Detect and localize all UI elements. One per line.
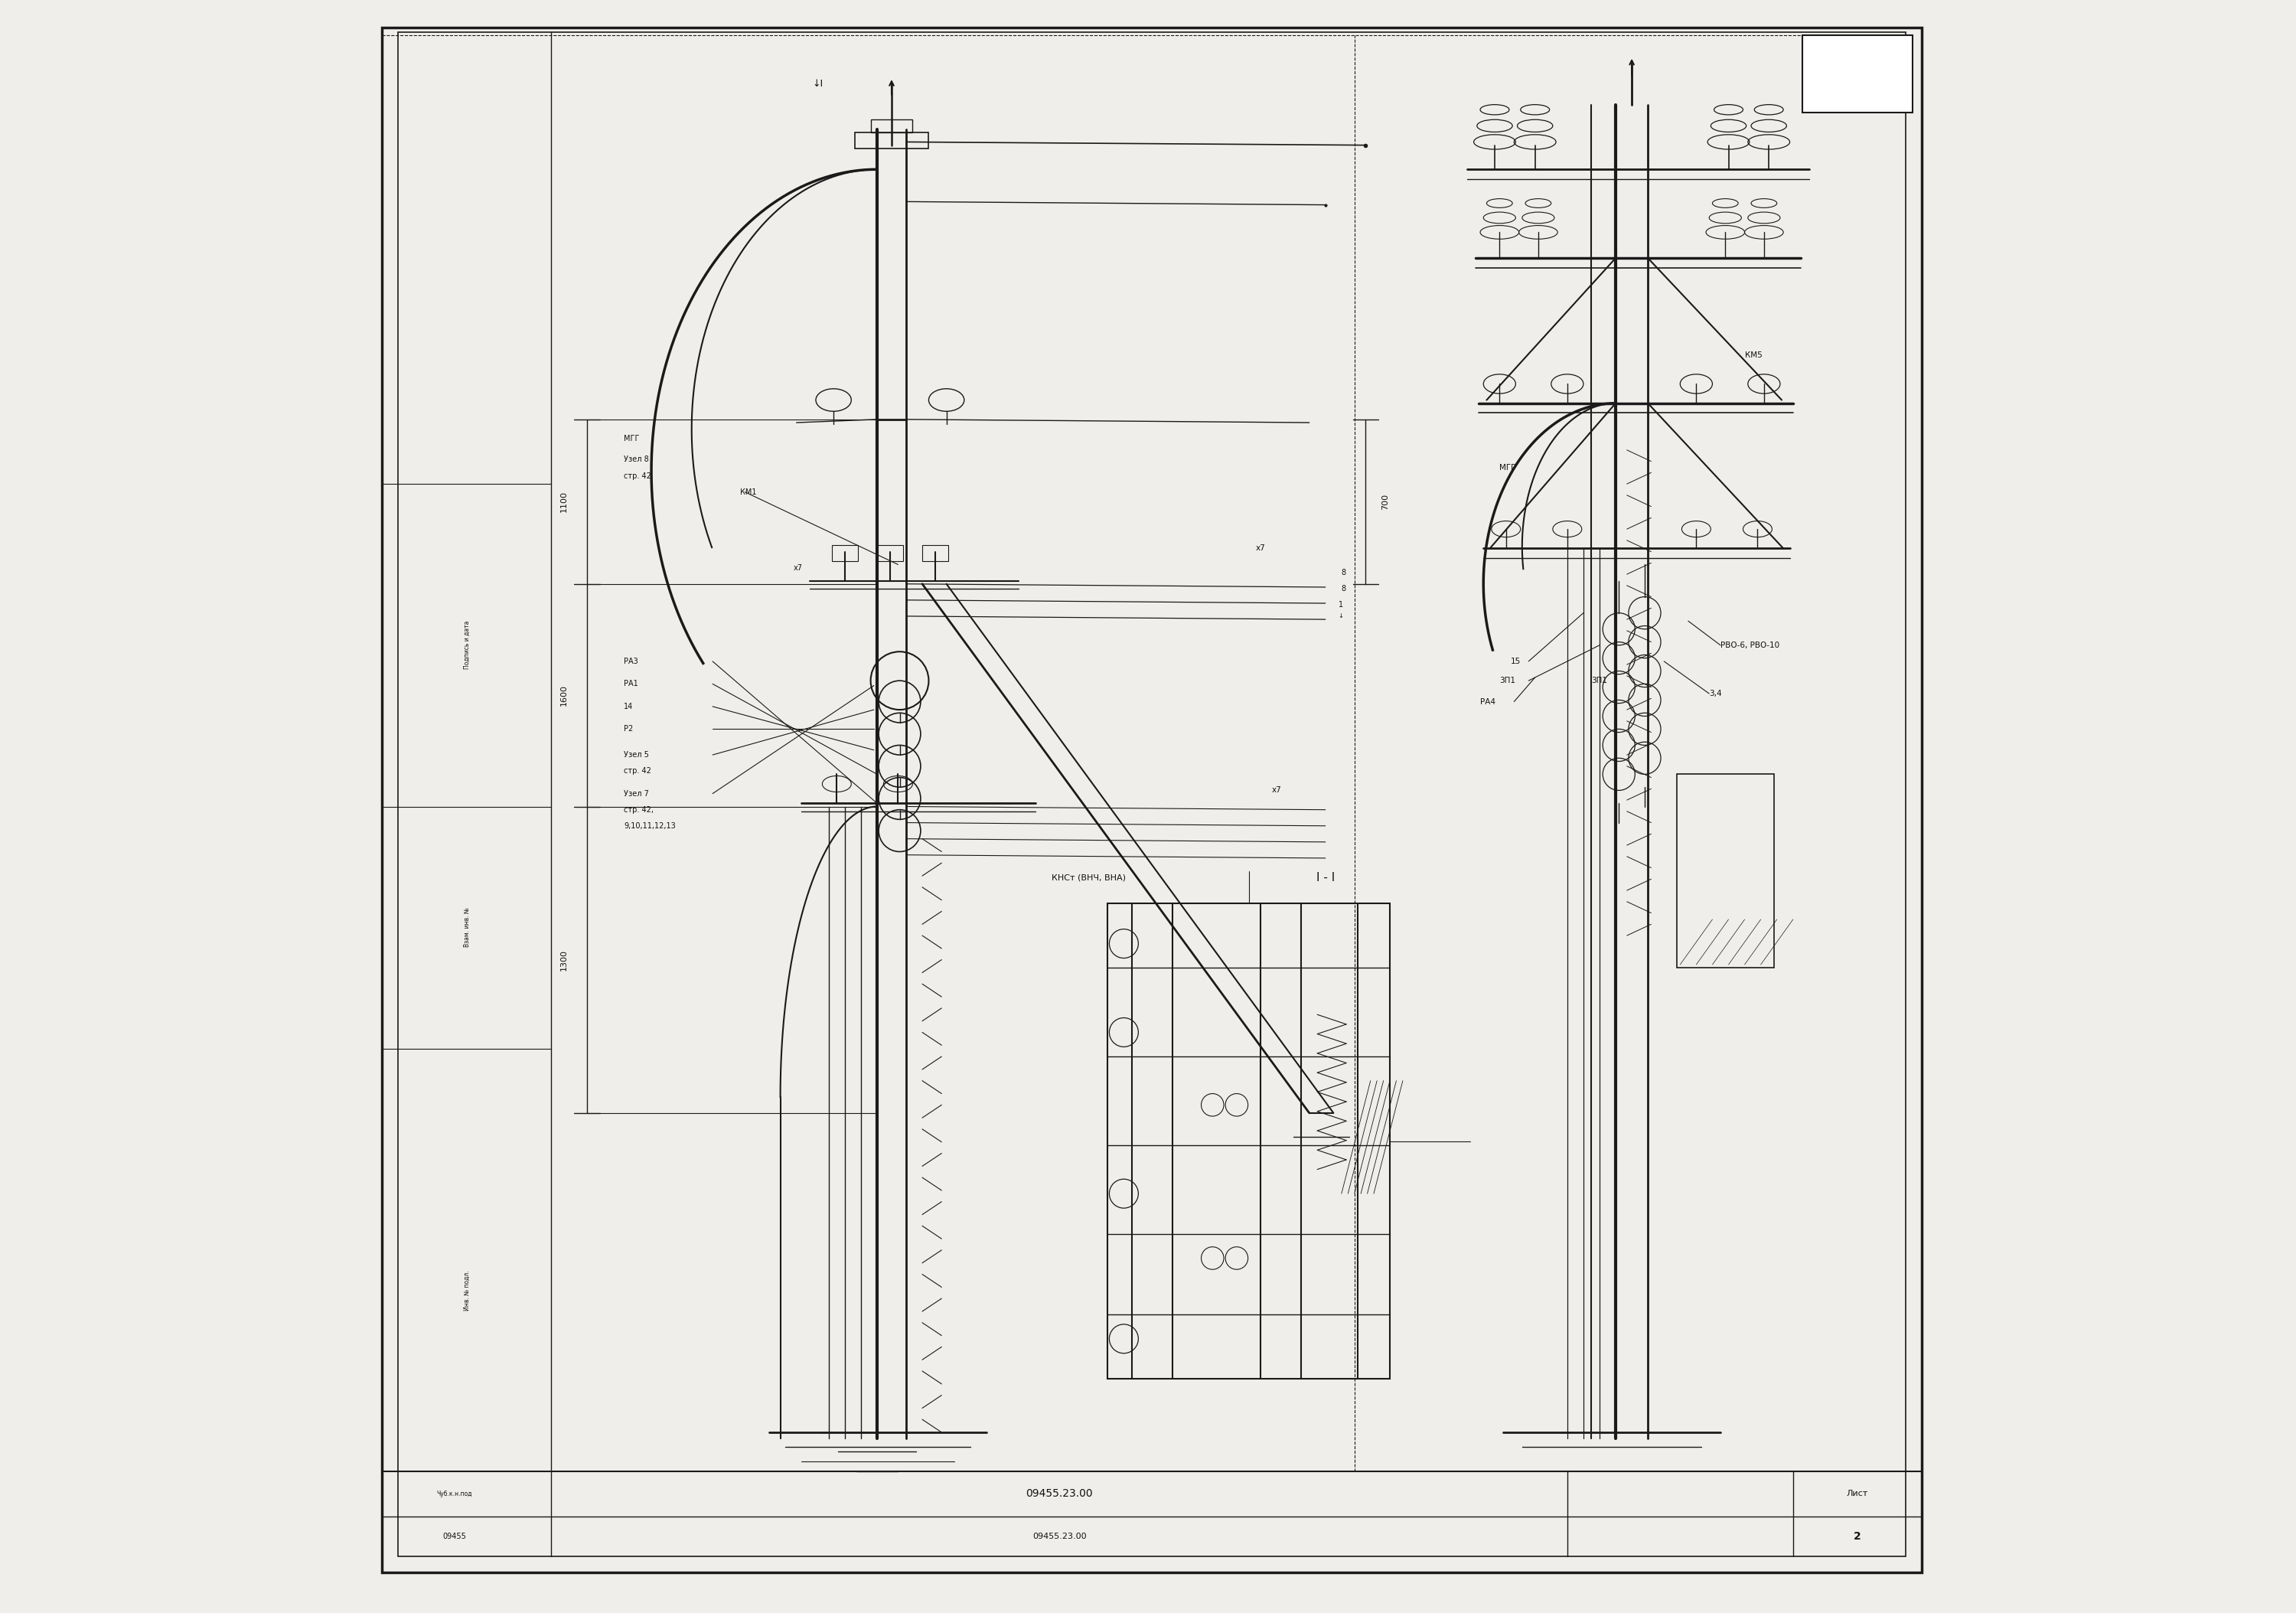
Text: стр. 42: стр. 42 — [625, 473, 652, 479]
Text: РА1: РА1 — [625, 681, 638, 687]
Text: 3,4: 3,4 — [1708, 690, 1722, 697]
Text: 700: 700 — [1382, 494, 1389, 510]
Bar — [854, 132, 928, 148]
Text: 1100: 1100 — [560, 490, 567, 513]
Text: Р2: Р2 — [625, 726, 634, 732]
Text: 9,10,11,12,13: 9,10,11,12,13 — [625, 823, 675, 829]
Text: Подпись и дата: Подпись и дата — [464, 621, 471, 669]
Text: х7: х7 — [792, 565, 801, 571]
Bar — [923, 545, 948, 561]
Text: стр. 42: стр. 42 — [625, 768, 652, 774]
Text: ↓I: ↓I — [813, 79, 822, 89]
Text: РА4: РА4 — [1481, 698, 1495, 705]
Text: Узел 5: Узел 5 — [625, 752, 650, 758]
Text: 14: 14 — [625, 703, 634, 710]
Text: 09455.23.00: 09455.23.00 — [1026, 1489, 1093, 1498]
Text: х7: х7 — [1272, 787, 1281, 794]
Text: Взам. инв. №: Взам. инв. № — [464, 908, 471, 947]
Text: 40: 40 — [1848, 66, 1869, 82]
Text: х7: х7 — [1256, 545, 1265, 552]
Text: КМ5: КМ5 — [1745, 352, 1761, 358]
Bar — [877, 545, 902, 561]
Text: РА3: РА3 — [625, 658, 638, 665]
Text: 09455: 09455 — [443, 1532, 466, 1540]
Text: 8: 8 — [1341, 586, 1345, 592]
Text: МГГ: МГГ — [625, 436, 641, 442]
Text: Узел 8: Узел 8 — [625, 456, 650, 463]
Text: Чуб.к.н.под: Чуб.к.н.под — [436, 1490, 473, 1497]
Text: ↓: ↓ — [1339, 613, 1343, 619]
Text: 3П1: 3П1 — [1591, 677, 1607, 684]
Text: МГГ: МГГ — [1499, 465, 1515, 471]
Bar — [1676, 774, 1775, 968]
Bar — [831, 545, 859, 561]
Bar — [870, 119, 912, 132]
Text: Инв. № подл.: Инв. № подл. — [464, 1271, 471, 1310]
Text: 2: 2 — [1853, 1531, 1862, 1542]
Text: стр. 42,: стр. 42, — [625, 806, 654, 813]
Text: РВО-6, РВО-10: РВО-6, РВО-10 — [1720, 642, 1779, 648]
Text: 1: 1 — [1339, 602, 1343, 608]
Text: 09455.23.00: 09455.23.00 — [1033, 1532, 1086, 1540]
Text: 8: 8 — [1341, 569, 1345, 576]
Bar — [1802, 35, 1913, 113]
Text: Лист: Лист — [1846, 1490, 1869, 1497]
Text: Узел 7: Узел 7 — [625, 790, 650, 797]
Bar — [1107, 903, 1389, 1379]
Text: 1600: 1600 — [560, 684, 567, 706]
Text: КНСт (ВНЧ, ВНА): КНСт (ВНЧ, ВНА) — [1052, 874, 1125, 881]
Text: 1300: 1300 — [560, 948, 567, 971]
Text: КМ1: КМ1 — [739, 489, 755, 495]
Text: I - I: I - I — [1316, 871, 1334, 884]
Text: 15: 15 — [1511, 658, 1520, 665]
Text: 3П1: 3П1 — [1499, 677, 1515, 684]
